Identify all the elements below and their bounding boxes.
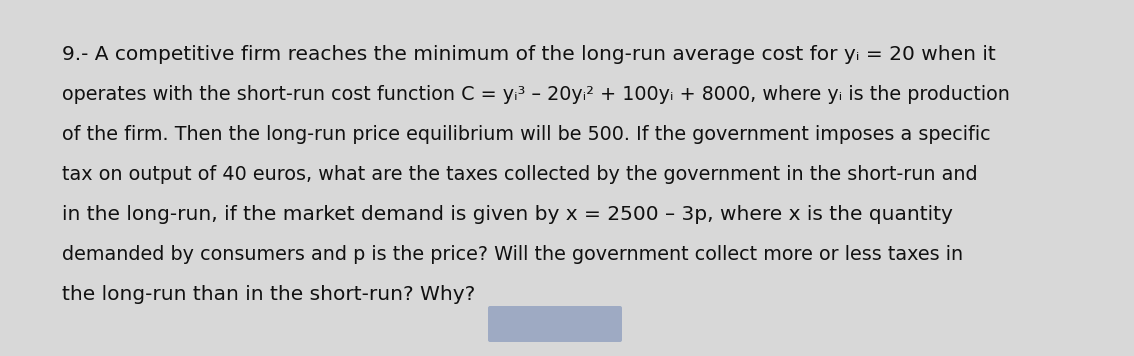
Text: the long-run than in the short-run? Why?: the long-run than in the short-run? Why? bbox=[62, 285, 475, 304]
Text: in the long-run, if the market demand is given by x = 2500 – 3p, where x is the : in the long-run, if the market demand is… bbox=[62, 205, 953, 224]
Text: 9.- A competitive firm reaches the minimum of the long-run average cost for yᵢ =: 9.- A competitive firm reaches the minim… bbox=[62, 45, 996, 64]
Text: operates with the short-run cost function C = yᵢ³ – 20yᵢ² + 100yᵢ + 8000, where : operates with the short-run cost functio… bbox=[62, 85, 1010, 104]
Text: tax on output of 40 euros, what are the taxes collected by the government in the: tax on output of 40 euros, what are the … bbox=[62, 165, 978, 184]
Text: demanded by consumers and p is the price? Will the government collect more or le: demanded by consumers and p is the price… bbox=[62, 245, 963, 264]
FancyBboxPatch shape bbox=[488, 306, 623, 342]
Text: of the firm. Then the long-run price equilibrium will be 500. If the government : of the firm. Then the long-run price equ… bbox=[62, 125, 991, 144]
